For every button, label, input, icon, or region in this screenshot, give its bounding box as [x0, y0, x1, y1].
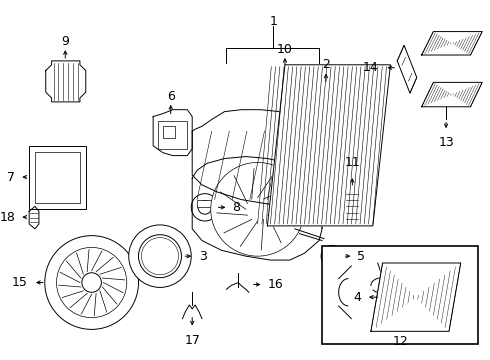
Text: 9: 9 — [61, 35, 69, 48]
Circle shape — [248, 199, 268, 219]
Bar — [322, 246, 478, 344]
Text: 15: 15 — [11, 276, 27, 289]
Circle shape — [56, 247, 127, 318]
Text: 17: 17 — [184, 334, 200, 347]
Text: 3: 3 — [199, 249, 207, 263]
Circle shape — [327, 251, 337, 261]
Circle shape — [198, 201, 212, 214]
Text: 4: 4 — [353, 291, 361, 304]
Bar — [29, 146, 86, 209]
Circle shape — [82, 273, 101, 292]
Bar — [35, 152, 80, 203]
Bar — [163, 126, 174, 138]
Circle shape — [152, 248, 168, 264]
Circle shape — [148, 244, 172, 268]
Bar — [197, 199, 213, 207]
Polygon shape — [422, 32, 482, 55]
Text: 11: 11 — [344, 156, 360, 169]
Text: 2: 2 — [322, 58, 330, 71]
Text: 12: 12 — [392, 335, 408, 348]
Text: 8: 8 — [232, 201, 240, 214]
Circle shape — [321, 246, 343, 267]
Polygon shape — [268, 65, 391, 226]
Circle shape — [45, 236, 139, 329]
Circle shape — [129, 225, 191, 287]
Text: 5: 5 — [357, 249, 365, 263]
Polygon shape — [397, 45, 417, 93]
Circle shape — [139, 235, 181, 278]
FancyBboxPatch shape — [290, 81, 353, 121]
Text: 6: 6 — [167, 90, 174, 103]
Bar — [345, 188, 359, 225]
Circle shape — [211, 162, 304, 256]
Circle shape — [191, 194, 219, 221]
Circle shape — [145, 240, 175, 272]
Text: 14: 14 — [363, 61, 379, 74]
Text: 7: 7 — [7, 171, 16, 184]
Bar — [158, 121, 187, 149]
Text: 13: 13 — [438, 136, 454, 149]
Circle shape — [142, 238, 178, 275]
Text: 1: 1 — [270, 15, 277, 28]
Text: 10: 10 — [277, 43, 293, 56]
Polygon shape — [371, 263, 461, 331]
Text: 16: 16 — [268, 278, 283, 291]
Polygon shape — [422, 82, 482, 107]
Text: 18: 18 — [0, 211, 16, 224]
